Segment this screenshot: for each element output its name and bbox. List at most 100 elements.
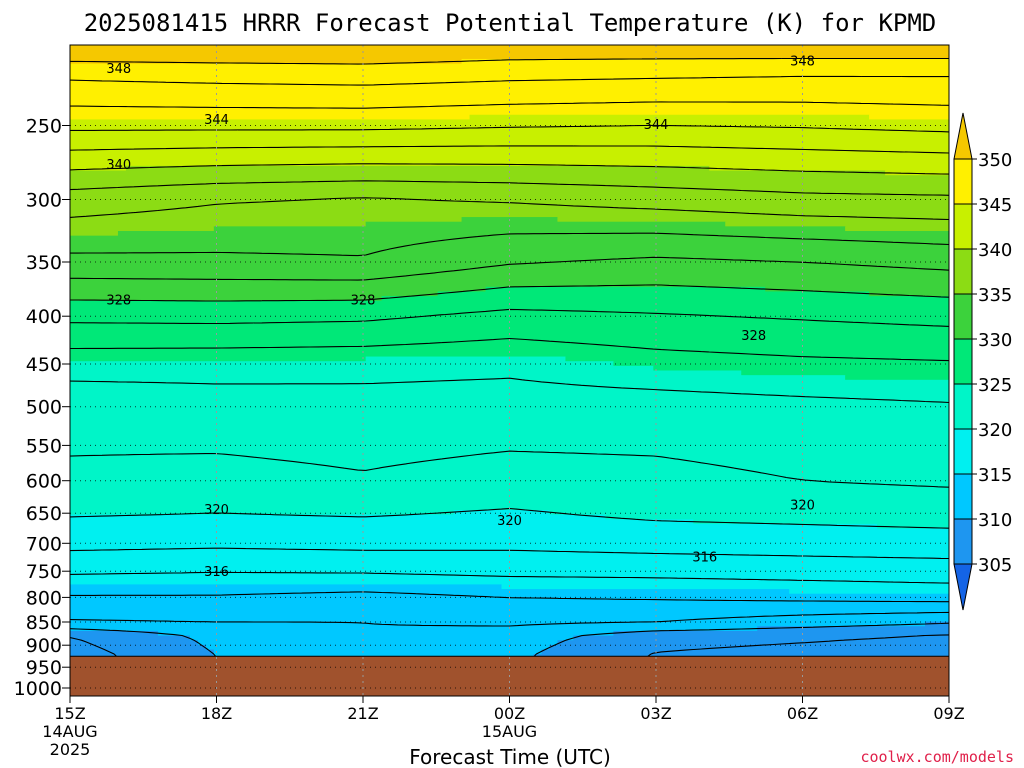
- fill-cell: [469, 114, 870, 120]
- y-tick-label: 900: [26, 635, 62, 657]
- x-tick-label: 18Z: [201, 704, 232, 723]
- fill-cell: [70, 54, 949, 60]
- colorbar-tick-label: 345: [978, 195, 1012, 216]
- colorbar-segment: [953, 248, 973, 295]
- fill-cell: [70, 221, 367, 227]
- fill-cell: [70, 537, 949, 544]
- fill-cell: [70, 212, 949, 218]
- fill-cell: [70, 314, 949, 320]
- fill-cell: [70, 468, 949, 474]
- y-tick-label: 1000: [14, 678, 62, 700]
- fill-cell: [70, 454, 949, 460]
- fill-cell: [213, 649, 543, 655]
- fill-cell: [549, 510, 949, 516]
- colorbar-segment: [953, 518, 973, 565]
- fill-cell: [365, 356, 567, 362]
- fill-cell: [70, 644, 207, 651]
- colorbar-segment: [953, 428, 973, 475]
- fill-cell: [70, 389, 949, 395]
- y-tick-label: 750: [26, 561, 62, 583]
- contour-label-text: 348: [106, 62, 131, 77]
- x-date-label: 15AUG: [482, 722, 537, 741]
- fill-cell: [70, 612, 949, 618]
- fill-cell: [70, 296, 383, 302]
- credit-text: coolwx.com/models: [860, 748, 1014, 766]
- y-tick-label: 600: [26, 471, 62, 493]
- fill-cell: [70, 589, 790, 595]
- contour-label: 344: [204, 113, 229, 128]
- fill-cell: [70, 365, 654, 372]
- isentrope-342: [70, 145, 949, 154]
- colorbar-segment: [953, 158, 973, 205]
- isentrope-330: [70, 284, 949, 302]
- fill-cell: [213, 226, 846, 232]
- fill-cell: [197, 640, 559, 646]
- contour-label: 316: [692, 550, 717, 565]
- fill-cell: [70, 189, 949, 195]
- contour-labels: 348 348 344 344 340 328 328 328 320 320 320 316 316: [106, 55, 815, 581]
- fill-cell: [70, 249, 949, 255]
- fill-cell: [70, 361, 614, 367]
- fill-cell: [70, 203, 949, 209]
- x-tick-label: 15Z: [54, 704, 85, 723]
- fill-cell: [70, 598, 949, 604]
- fill-cell: [70, 407, 949, 413]
- y-tick-label: 650: [26, 503, 62, 525]
- fill-cell: [70, 291, 439, 297]
- contour-label: 328: [106, 294, 131, 309]
- fill-cell: [70, 351, 949, 358]
- colorbar-tick-label: 340: [978, 240, 1012, 261]
- y-tick-label: 400: [26, 306, 62, 328]
- fill-cell: [70, 435, 949, 441]
- x-tick-label: 21Z: [347, 704, 378, 723]
- colorbar-tick-label: 350: [978, 150, 1012, 171]
- fill-cell: [70, 398, 949, 404]
- contour-label-text: 320: [790, 498, 815, 513]
- fill-cell: [70, 519, 694, 525]
- fill-cell: [70, 207, 949, 213]
- contour-label-text: 340: [106, 158, 131, 173]
- fill-cell: [613, 361, 949, 367]
- fill-cell: [573, 635, 949, 641]
- fill-cell: [789, 589, 949, 595]
- fill-cell: [765, 286, 949, 293]
- fill-cell: [70, 635, 191, 641]
- fill-cell: [125, 165, 710, 172]
- contour-label-text: 348: [790, 55, 815, 70]
- contour-label-text: 344: [644, 118, 669, 133]
- colorbar-tick-label: 335: [978, 285, 1012, 306]
- contour-label: 344: [644, 118, 669, 133]
- contour-label-text: 320: [497, 514, 522, 529]
- fill-cell: [70, 45, 949, 51]
- fill-cell: [70, 58, 463, 65]
- fill-cell: [70, 561, 949, 567]
- fill-cell: [461, 58, 949, 65]
- fill-cell: [70, 231, 119, 237]
- fill-cell: [70, 556, 949, 562]
- fill-cell: [70, 542, 949, 548]
- isentrope-340: [70, 163, 949, 175]
- fill-cell: [557, 217, 949, 223]
- isentrope-346: [70, 101, 949, 109]
- fill-cell: [70, 272, 949, 279]
- fill-cell: [845, 375, 949, 381]
- chart-title: 2025081415 HRRR Forecast Potential Tempe…: [84, 9, 937, 37]
- fill-cell: [70, 128, 949, 134]
- fill-cell: [70, 240, 949, 246]
- fill-cell: [70, 356, 367, 362]
- fill-cell: [70, 142, 949, 148]
- fill-cell: [70, 282, 949, 288]
- fill-cell: [205, 644, 551, 651]
- colorbar-segment: [953, 338, 973, 385]
- fill-cell: [565, 356, 949, 362]
- isentrope-338: [70, 180, 949, 196]
- colorbar-tick-label: 330: [978, 330, 1012, 351]
- fill-cell: [70, 491, 949, 497]
- fill-cell: [70, 496, 949, 502]
- x-tick-label: 00Z: [494, 704, 525, 723]
- colorbar-segment: [953, 293, 973, 340]
- fill-cell: [70, 575, 949, 581]
- fill-cell: [70, 114, 471, 120]
